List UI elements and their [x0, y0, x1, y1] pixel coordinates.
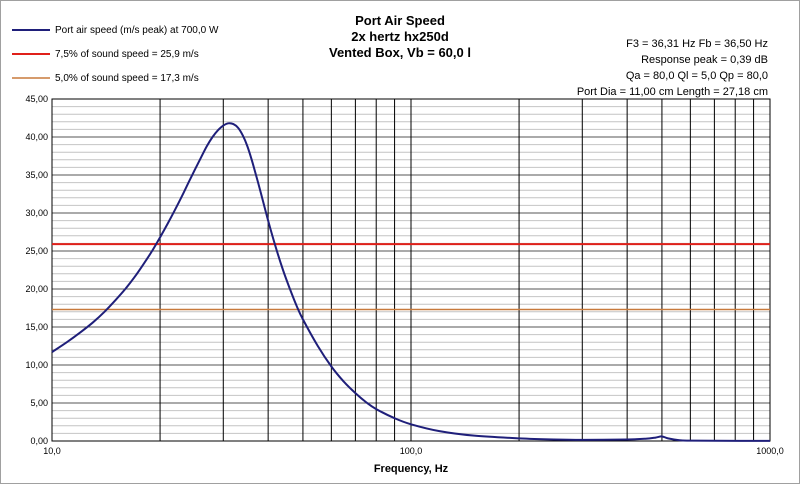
y-tick-label: 0,00: [30, 436, 48, 446]
y-tick-label: 45,00: [25, 94, 48, 104]
plot-area-border: [51, 98, 771, 442]
x-axis-label: Frequency, Hz: [374, 463, 449, 475]
y-axis-ticks: 0,00 5,00 10,00 15,00 20,00 25,00 30,00 35,00 40…: [25, 94, 48, 446]
x-axis-ticks: 10,0 100,0 1000,0: [43, 446, 784, 456]
y-tick-label: 25,00: [25, 246, 48, 256]
y-tick-label: 30,00: [25, 208, 48, 218]
y-tick-label: 5,00: [30, 398, 48, 408]
chart-title-line-1: Port Air Speed: [355, 13, 445, 28]
x-tick-label: 10,0: [43, 446, 61, 456]
y-tick-label: 15,00: [25, 322, 48, 332]
y-tick-label: 35,00: [25, 170, 48, 180]
x-tick-label: 1000,0: [756, 446, 784, 456]
legend-label-7-5-percent: 7,5% of sound speed = 25,9 m/s: [55, 49, 199, 60]
y-tick-label: 10,00: [25, 360, 48, 370]
info-line-q-values: Qa = 80,0 Ql = 5,0 Qp = 80,0: [626, 70, 768, 82]
legend-label-port-air-speed: Port air speed (m/s peak) at 700,0 W: [55, 25, 219, 36]
grid-lines: [51, 98, 771, 442]
x-tick-label: 100,0: [400, 446, 423, 456]
curve-port-air-speed: [51, 122, 771, 442]
y-tick-label: 20,00: [25, 284, 48, 294]
chart-title-line-3: Vented Box, Vb = 60,0 l: [329, 45, 471, 60]
legend: Port air speed (m/s peak) at 700,0 W 7,5…: [12, 25, 219, 84]
y-tick-label: 40,00: [25, 132, 48, 142]
info-line-port-dimensions: Port Dia = 11,00 cm Length = 27,18 cm: [577, 86, 768, 98]
info-line-f3-fb: F3 = 36,31 Hz Fb = 36,50 Hz: [626, 38, 768, 50]
chart-title-line-2: 2x hertz hx250d: [351, 29, 449, 44]
info-line-response-peak: Response peak = 0,39 dB: [641, 54, 768, 66]
series-curves: [51, 122, 771, 442]
legend-label-5-0-percent: 5,0% of sound speed = 17,3 m/s: [55, 73, 199, 84]
threshold-lines: [52, 243, 770, 311]
